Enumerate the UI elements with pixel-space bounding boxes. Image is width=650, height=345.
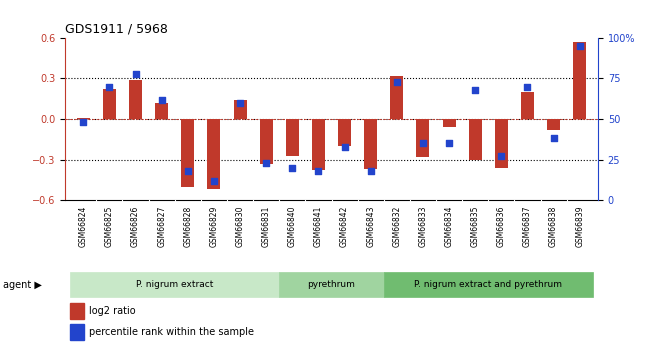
Point <box>470 87 480 92</box>
Bar <box>390 76 404 119</box>
Point <box>261 160 272 166</box>
Point <box>235 100 245 106</box>
Text: GSM66826: GSM66826 <box>131 206 140 247</box>
Bar <box>129 80 142 119</box>
Text: GSM66841: GSM66841 <box>314 206 323 247</box>
Text: GSM66832: GSM66832 <box>393 206 401 247</box>
Text: GSM66835: GSM66835 <box>471 206 480 247</box>
Bar <box>469 119 482 159</box>
Text: GSM66839: GSM66839 <box>575 206 584 247</box>
Text: GSM66833: GSM66833 <box>419 206 428 247</box>
Text: GSM66829: GSM66829 <box>209 206 218 247</box>
FancyBboxPatch shape <box>70 272 280 297</box>
Bar <box>70 324 84 340</box>
Bar <box>233 100 246 119</box>
Point <box>313 168 324 174</box>
Text: GDS1911 / 5968: GDS1911 / 5968 <box>65 22 168 36</box>
Bar <box>181 119 194 187</box>
Bar <box>364 119 377 169</box>
Bar <box>155 103 168 119</box>
Bar <box>312 119 325 170</box>
Point <box>287 165 298 170</box>
Text: percentile rank within the sample: percentile rank within the sample <box>89 327 254 337</box>
Point <box>522 84 532 89</box>
Text: GSM66831: GSM66831 <box>262 206 270 247</box>
Text: agent ▶: agent ▶ <box>3 280 42 289</box>
Text: P. nigrum extract and pyrethrum: P. nigrum extract and pyrethrum <box>414 280 562 289</box>
Bar <box>547 119 560 130</box>
Text: GSM66843: GSM66843 <box>366 206 375 247</box>
Text: GSM66834: GSM66834 <box>445 206 454 247</box>
Bar <box>338 119 351 146</box>
Point <box>104 84 114 89</box>
Point <box>549 136 559 141</box>
Point <box>131 71 141 76</box>
Point <box>209 178 219 184</box>
Bar <box>495 119 508 168</box>
Text: GSM66824: GSM66824 <box>79 206 88 247</box>
FancyBboxPatch shape <box>384 272 593 297</box>
Text: pyrethrum: pyrethrum <box>307 280 356 289</box>
Bar <box>207 119 220 189</box>
Bar <box>70 303 84 319</box>
Point <box>418 141 428 146</box>
Point <box>444 141 454 146</box>
Bar <box>521 92 534 119</box>
Text: GSM66840: GSM66840 <box>288 206 297 247</box>
Point <box>157 97 167 102</box>
Text: GSM66830: GSM66830 <box>235 206 244 247</box>
Point <box>391 79 402 85</box>
Bar <box>77 118 90 119</box>
Bar <box>443 119 456 127</box>
Bar <box>286 119 299 156</box>
Point <box>78 119 88 125</box>
Point <box>496 154 506 159</box>
Text: GSM66837: GSM66837 <box>523 206 532 247</box>
FancyBboxPatch shape <box>280 272 384 297</box>
Text: log2 ratio: log2 ratio <box>89 306 136 316</box>
Text: GSM66827: GSM66827 <box>157 206 166 247</box>
Point <box>339 144 350 149</box>
Text: GSM66838: GSM66838 <box>549 206 558 247</box>
Text: P. nigrum extract: P. nigrum extract <box>136 280 213 289</box>
Text: GSM66825: GSM66825 <box>105 206 114 247</box>
Text: GSM66842: GSM66842 <box>340 206 349 247</box>
Bar <box>573 42 586 119</box>
Point <box>365 168 376 174</box>
Bar <box>259 119 273 164</box>
Point <box>183 168 193 174</box>
Bar <box>103 89 116 119</box>
Bar <box>417 119 430 157</box>
Text: GSM66836: GSM66836 <box>497 206 506 247</box>
Point <box>575 43 585 49</box>
Text: GSM66828: GSM66828 <box>183 206 192 247</box>
